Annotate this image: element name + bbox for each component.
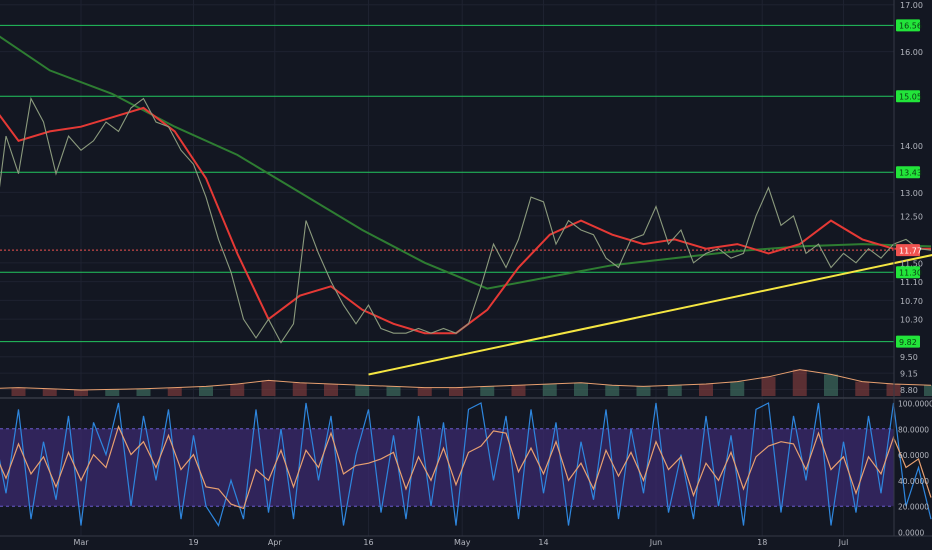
volume-bar-12 (261, 380, 276, 396)
volume-bar-17 (417, 387, 432, 396)
price-level-label: 9.82 (899, 338, 917, 347)
stochastic-panel (0, 402, 932, 527)
volume-bar-29 (792, 369, 807, 396)
volume-bar-9 (167, 387, 182, 396)
volume-bar-5 (42, 388, 57, 396)
volume-bar-20 (511, 385, 526, 396)
price-level-tag-3 (896, 266, 920, 279)
stoch-d-line (0, 424, 932, 510)
volume-bar-22 (574, 382, 588, 396)
time-tick-label: Jul (838, 538, 849, 547)
price-tick-label: 16.00 (900, 48, 923, 57)
price-tick-label: 12.50 (900, 212, 923, 221)
stoch-k-line (0, 402, 932, 527)
current-price-label: 11.77 (899, 246, 922, 255)
stoch-tick-label: 20.0000 (898, 503, 929, 512)
volume-bar-14 (324, 384, 338, 396)
volume-bar-25 (667, 385, 682, 396)
price-tick-label: 9.50 (900, 353, 918, 362)
time-tick-label: 18 (757, 538, 767, 547)
volume-bar-4 (11, 387, 26, 396)
volume-histogram (0, 369, 932, 396)
volume-bar-28 (761, 376, 776, 396)
price-tick-label: 11.50 (900, 259, 923, 268)
ema-red-line (0, 106, 931, 335)
support-trendline (368, 254, 932, 376)
volume-bar-18 (449, 387, 463, 396)
stoch-tick-label: 60.0000 (898, 451, 929, 460)
volume-bar-33 (924, 385, 932, 396)
price-level-tag-1 (896, 90, 920, 103)
time-tick-label: Mar (73, 538, 89, 547)
price-line (0, 96, 932, 344)
stoch-tick-label: 40.0000 (898, 477, 929, 486)
price-level-label: 13.43 (899, 168, 922, 177)
time-tick-label: May (454, 538, 471, 547)
stoch-band (0, 428, 894, 507)
volume-ma-line (0, 369, 932, 391)
time-tick-label: 14 (538, 538, 548, 547)
stoch-tick-label: 100.0000 (898, 400, 932, 409)
grid (0, 0, 894, 536)
price-level-tag-4 (896, 335, 920, 348)
volume-bar-23 (605, 385, 620, 396)
price-level-tag-0 (896, 19, 920, 32)
volume-bar-13 (292, 382, 307, 396)
volume-bar-19 (480, 386, 495, 396)
volume-bar-30 (824, 374, 838, 396)
volume-bar-26 (699, 384, 713, 396)
volume-bar-7 (105, 389, 120, 396)
price-level-label: 11.30 (899, 268, 922, 277)
volume-bar-24 (636, 386, 651, 396)
volume-bar-11 (230, 384, 245, 396)
time-tick-label: 19 (188, 538, 198, 547)
stoch-tick-label: 0.0000 (898, 529, 924, 538)
volume-bar-15 (355, 385, 370, 396)
time-tick-label: Apr (268, 538, 283, 547)
volume-bar-8 (136, 388, 151, 396)
volume-bar-10 (199, 386, 213, 396)
axes (0, 0, 932, 537)
price-level-label: 15.05 (899, 92, 922, 101)
price-tick-label: 17.00 (900, 1, 923, 10)
price-tick-label: 10.70 (900, 297, 923, 306)
volume-bar-21 (542, 384, 557, 396)
trendlines (368, 254, 932, 376)
price-level-tag-2 (896, 166, 920, 179)
price-tick-label: 11.10 (900, 278, 923, 287)
volume-bar-31 (855, 381, 870, 396)
price-level-label: 16.56 (899, 22, 922, 31)
price-tick-label: 14.00 (900, 142, 923, 151)
current-price-tag (896, 244, 920, 257)
price-tick-label: 9.15 (900, 370, 918, 379)
price-tick-label: 10.30 (900, 316, 923, 325)
price-tick-label: 8.80 (900, 386, 918, 395)
time-tick-label: Jun (649, 538, 663, 547)
volume-bar-16 (386, 386, 401, 396)
volume-bar-27 (730, 381, 745, 396)
stoch-tick-label: 80.0000 (898, 425, 929, 434)
volume-bar-6 (74, 390, 88, 396)
price-tick-label: 13.00 (900, 189, 923, 198)
time-tick-label: 16 (363, 538, 373, 547)
price-series (0, 35, 932, 344)
